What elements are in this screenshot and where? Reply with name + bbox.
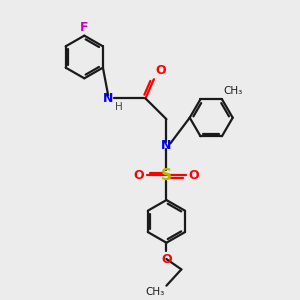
Text: CH₃: CH₃ (224, 86, 243, 96)
Text: N: N (103, 92, 113, 105)
Text: CH₃: CH₃ (146, 287, 165, 297)
Text: N: N (161, 139, 172, 152)
Text: O: O (189, 169, 200, 182)
Text: O: O (161, 253, 172, 266)
Text: O: O (155, 64, 166, 77)
Text: S: S (161, 168, 172, 183)
Text: O: O (134, 169, 144, 182)
Text: H: H (115, 102, 122, 112)
Text: F: F (80, 21, 88, 34)
